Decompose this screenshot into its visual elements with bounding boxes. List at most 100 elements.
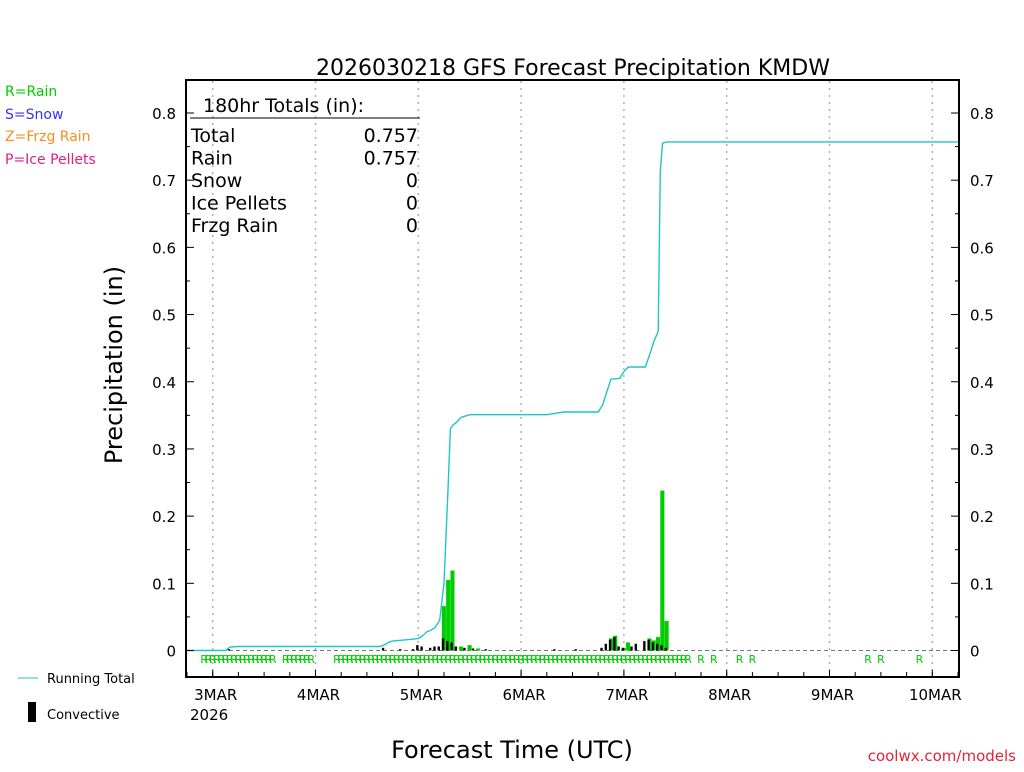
convective-bar xyxy=(441,638,445,651)
rain-type-marker: R xyxy=(290,653,298,666)
rain-type-marker: R xyxy=(509,653,517,666)
y-tick-label-right: 0 xyxy=(970,643,980,661)
rain-type-marker: R xyxy=(367,653,375,666)
rain-type-marker: R xyxy=(410,653,418,666)
rain-type-marker: R xyxy=(612,653,620,666)
rain-type-marker: R xyxy=(676,653,684,666)
rain-type-marker: R xyxy=(260,653,268,666)
rain-type-marker: R xyxy=(594,653,602,666)
rain-type-marker: R xyxy=(637,653,645,666)
rain-bar xyxy=(664,620,669,651)
rain-type-marker: R xyxy=(380,653,388,666)
rain-type-marker: R xyxy=(483,653,491,666)
rain-type-marker: R xyxy=(376,653,384,666)
convective-bar xyxy=(553,649,556,651)
convective-bar xyxy=(617,646,620,651)
rain-type-marker: R xyxy=(355,653,363,666)
rain-type-marker: R xyxy=(436,653,444,666)
rain-type-marker: R xyxy=(624,653,632,666)
rain-type-marker: R xyxy=(517,653,525,666)
y-tick-label-left: 0.6 xyxy=(152,239,176,257)
convective-bar xyxy=(634,643,637,651)
precip-bars xyxy=(227,490,669,651)
rain-type-marker: R xyxy=(513,653,521,666)
rain-type-marker: R xyxy=(534,653,542,666)
convective-bar xyxy=(621,647,625,651)
rain-type-marker: R xyxy=(402,653,410,666)
rain-type-marker: R xyxy=(337,653,345,666)
y-tick-label-right: 0.7 xyxy=(970,172,994,190)
totals-heading: 180hr Totals (in): xyxy=(203,95,364,117)
rain-bar xyxy=(476,648,481,651)
x-tick-label: 4MAR xyxy=(297,686,340,704)
rain-type-marker: R xyxy=(500,653,508,666)
rain-type-marker: R xyxy=(633,653,641,666)
rain-type-marker: R xyxy=(295,653,303,666)
rain-type-marker: R xyxy=(226,653,234,666)
convective-bar xyxy=(664,647,667,651)
rain-type-marker: R xyxy=(269,653,277,666)
totals-box: 180hr Totals (in): Total 0.757 Rain 0.757 Sn… xyxy=(190,95,420,237)
convective-bar xyxy=(647,639,650,651)
rain-type-marker: R xyxy=(243,653,251,666)
chart-title: 2026030218 GFS Forecast Precipitation KM… xyxy=(316,56,830,81)
convective-bar xyxy=(604,643,607,651)
rain-type-marker: R xyxy=(654,653,662,666)
convective-bar xyxy=(227,649,231,651)
rain-type-marker: R xyxy=(457,653,465,666)
rain-type-marker: R xyxy=(200,653,208,666)
convective-bar xyxy=(484,649,488,651)
x-tick-label: 5MAR xyxy=(400,686,443,704)
convective-bar xyxy=(574,649,577,651)
y-axis-ticks: 0 00.1 0.10.2 0.20.3 0.30.4 0.40.5 0.50.6 0.60.… xyxy=(152,105,994,661)
precip-type-legend: R=Rain S=Snow Z=Frzg Rain P=Ice Pellets xyxy=(5,84,96,168)
vertical-gridlines xyxy=(211,81,934,676)
rain-type-marker: R xyxy=(444,653,452,666)
rain-type-marker: R xyxy=(265,653,273,666)
rain-type-marker: R xyxy=(474,653,482,666)
rain-type-marker: R xyxy=(256,653,264,666)
rain-type-marker: R xyxy=(449,653,457,666)
x-axis-ticks: 3MAR 2026 4MAR 5MAR 6MAR 7MAR 8MAR 9MAR 10MAR xyxy=(186,670,962,724)
rain-type-marker: R xyxy=(629,653,637,666)
rain-type-marker: R xyxy=(479,653,487,666)
convective-bar xyxy=(399,649,402,651)
rain-type-marker: R xyxy=(342,653,350,666)
rain-type-marker: R xyxy=(659,653,667,666)
convective-bar xyxy=(420,646,423,651)
convective-bar xyxy=(433,646,436,651)
rain-type-marker: R xyxy=(359,653,367,666)
totals-label: Ice Pellets xyxy=(191,193,287,215)
y-tick-label-right: 0.4 xyxy=(970,374,994,392)
convective-bar xyxy=(600,647,603,651)
rain-type-marker: R xyxy=(217,653,225,666)
y-tick-label-right: 0.2 xyxy=(970,508,994,526)
legend-rain: R=Rain xyxy=(5,84,57,100)
y-tick-label-left: 0 xyxy=(166,643,176,661)
rain-type-marker: R xyxy=(384,653,392,666)
rain-type-marker: R xyxy=(333,653,341,666)
rain-bar xyxy=(458,646,464,651)
rain-type-marker: R xyxy=(235,653,243,666)
rain-type-marker: R xyxy=(496,653,504,666)
rain-bar xyxy=(441,606,446,651)
convective-bar xyxy=(608,639,612,651)
totals-value: 0 xyxy=(406,215,418,237)
convective-bar xyxy=(630,646,633,651)
legend-freezing-rain: Z=Frzg Rain xyxy=(5,129,91,145)
y-tick-label-right: 0.8 xyxy=(970,105,994,123)
legend-ice-pellets: P=Ice Pellets xyxy=(5,152,96,168)
rain-type-marker: R xyxy=(569,653,577,666)
rain-type-marker: R xyxy=(205,653,213,666)
rain-type-marker: R xyxy=(504,653,512,666)
y-tick-label-left: 0.2 xyxy=(152,508,176,526)
rain-type-marker: R xyxy=(560,653,568,666)
x-tick-label: 9MAR xyxy=(811,686,854,704)
rain-type-marker: R xyxy=(307,653,315,666)
rain-type-marker: R xyxy=(603,653,611,666)
rain-type-marker: R xyxy=(573,653,581,666)
rain-type-marker: R xyxy=(487,653,495,666)
rain-type-marker: R xyxy=(393,653,401,666)
rain-type-marker: R xyxy=(453,653,461,666)
x-tick-year: 2026 xyxy=(190,706,228,724)
